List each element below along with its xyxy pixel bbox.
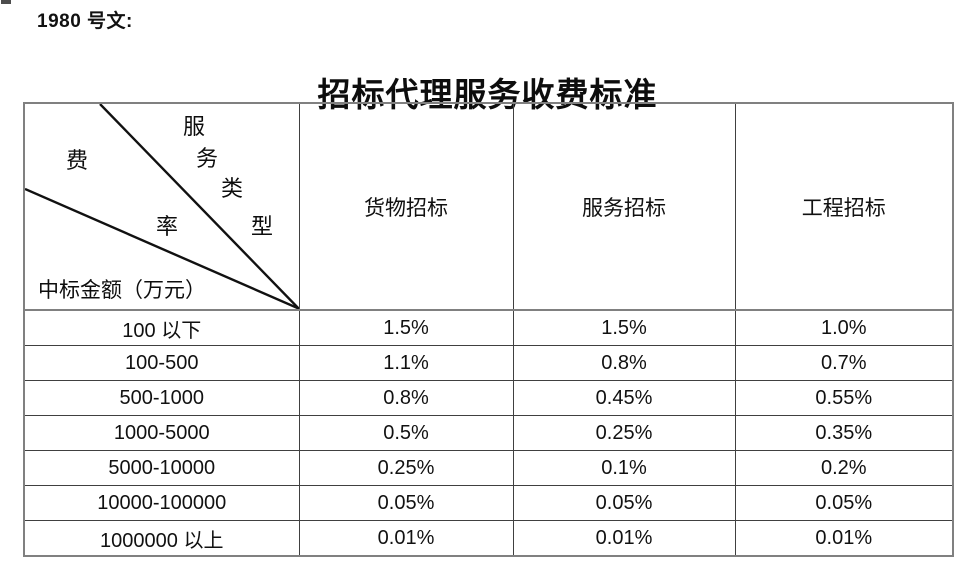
rate-cell: 0.55% — [734, 380, 954, 417]
rate-cell: 0.05% — [512, 485, 736, 522]
diagonal-corner-cell: 费 率 服 务 类 型 中标金额（万元） — [23, 102, 300, 312]
rate-cell: 1.1% — [298, 345, 514, 382]
corner-label-type-char: 型 — [250, 214, 274, 239]
diagonal-corner-box: 费 率 服 务 类 型 中标金额（万元） — [25, 104, 299, 310]
amount-range-cell: 100 以下 — [23, 309, 300, 347]
amount-range-cell: 500-1000 — [23, 380, 300, 417]
rate-cell: 0.7% — [734, 345, 954, 382]
table-row: 1000-5000 0.5% 0.25% 0.35% — [23, 415, 954, 452]
corner-label-type-char: 服 — [182, 114, 206, 139]
rate-cell: 0.05% — [298, 485, 514, 522]
rate-cell: 0.5% — [298, 415, 514, 452]
rate-cell: 0.25% — [298, 450, 514, 487]
rate-cell: 1.5% — [512, 309, 736, 347]
rate-cell: 0.2% — [734, 450, 954, 487]
table-row: 100-500 1.1% 0.8% 0.7% — [23, 345, 954, 382]
amount-range-cell: 100-500 — [23, 345, 300, 382]
col-header-goods-bidding: 货物招标 — [298, 102, 514, 312]
rate-cell: 0.01% — [298, 520, 514, 557]
table-row: 1000000 以上 0.01% 0.01% 0.01% — [23, 520, 954, 557]
table-header-row: 费 率 服 务 类 型 中标金额（万元） 货物招标 服务招标 工程招标 — [23, 102, 954, 312]
amount-range-cell: 5000-10000 — [23, 450, 300, 487]
corner-label-type-char: 类 — [220, 176, 244, 201]
rate-cell: 0.45% — [512, 380, 736, 417]
table-row: 5000-10000 0.25% 0.1% 0.2% — [23, 450, 954, 487]
corner-label-rate-char: 率 — [155, 214, 179, 239]
rate-cell: 0.35% — [734, 415, 954, 452]
rate-cell: 0.8% — [298, 380, 514, 417]
rate-cell: 0.1% — [512, 450, 736, 487]
col-header-service-bidding: 服务招标 — [512, 102, 736, 312]
row-axis-label: 中标金额（万元） — [38, 278, 206, 303]
col-header-engineering-bidding: 工程招标 — [734, 102, 954, 312]
amount-range-cell: 1000-5000 — [23, 415, 300, 452]
document-reference: 1980 号文: — [37, 11, 133, 32]
rate-cell: 0.05% — [734, 485, 954, 522]
amount-range-cell: 1000000 以上 — [23, 520, 300, 557]
rate-cell: 1.5% — [298, 309, 514, 347]
rate-cell: 0.25% — [512, 415, 736, 452]
amount-range-cell: 10000-100000 — [23, 485, 300, 522]
diagonal-lines — [25, 104, 299, 310]
fee-standards-table: 费 率 服 务 类 型 中标金额（万元） 货物招标 服务招标 工程招标 100 … — [23, 102, 954, 557]
rate-cell: 1.0% — [734, 309, 954, 347]
rate-cell: 0.8% — [512, 345, 736, 382]
table-row: 100 以下 1.5% 1.5% 1.0% — [23, 309, 954, 347]
rate-cell: 0.01% — [512, 520, 736, 557]
corner-label-fee-char: 费 — [65, 148, 89, 173]
page-corner-artifact — [1, 0, 11, 4]
table-row: 10000-100000 0.05% 0.05% 0.05% — [23, 485, 954, 522]
rate-cell: 0.01% — [734, 520, 954, 557]
table-row: 500-1000 0.8% 0.45% 0.55% — [23, 380, 954, 417]
corner-label-type-char: 务 — [195, 146, 219, 171]
